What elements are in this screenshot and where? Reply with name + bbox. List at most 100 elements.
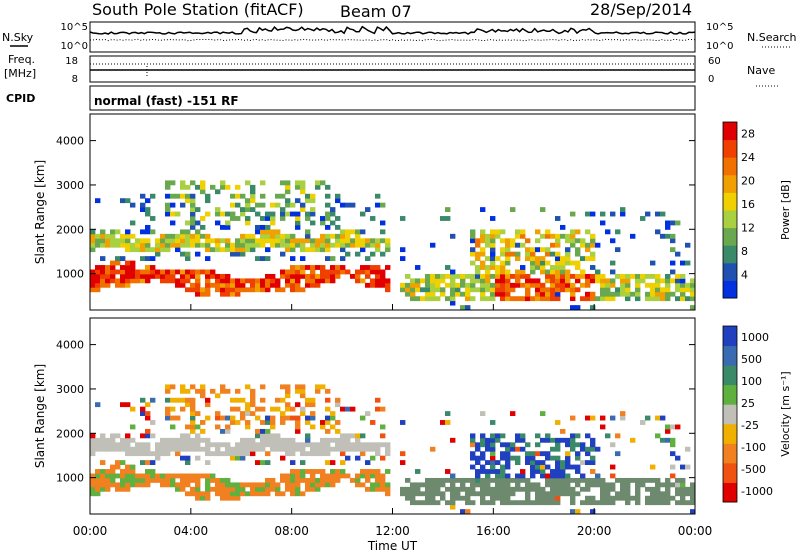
heatmap-cell [415,491,421,497]
heatmap-cell [490,238,496,244]
heatmap-cell [285,446,291,452]
heatmap-cell [535,460,541,465]
heatmap-cell [535,291,541,297]
heatmap-cell [495,491,501,497]
heatmap-cell [480,251,486,257]
heatmap-cell [645,495,651,501]
heatmap-cell [100,282,106,288]
heatmap-cell [210,477,216,483]
heatmap-cell [500,251,506,257]
heatmap-cell [205,256,211,261]
heatmap-cell [215,282,221,288]
heatmap-cell [285,442,291,448]
heatmap-cell [635,282,641,288]
heatmap-cell [510,477,516,483]
heatmap-cell [240,287,246,293]
heatmap-cell [670,238,676,244]
heatmap-cell [130,265,136,270]
heatmap-cell [205,278,211,284]
heatmap-cell [355,473,361,479]
heatmap-cell [120,486,126,492]
heatmap-cell [310,198,316,204]
heatmap-cell [215,220,221,226]
heatmap-cell [550,495,556,501]
heatmap-cell [490,256,496,261]
heatmap-cell [115,460,121,465]
heatmap-cell [635,495,641,501]
heatmap-cell [260,256,266,261]
heatmap-cell [385,491,391,497]
heatmap-cell [530,247,536,253]
heatmap-cell [155,455,161,461]
heatmap-cell [310,411,316,416]
heatmap-cell [280,180,286,186]
heatmap-cell [225,415,231,421]
heatmap-cell [235,455,241,461]
heatmap-cell [515,473,521,479]
heatmap-cell [545,233,551,239]
heatmap-cell [90,486,96,492]
heatmap-cell [320,180,326,186]
heatmap-cell [690,486,696,492]
heatmap-cell [490,495,496,501]
heatmap-cell [215,189,221,195]
heatmap-cell [190,282,196,288]
heatmap-cell [260,446,266,452]
heatmap-cell [320,242,326,248]
heatmap-cell [295,198,301,204]
heatmap-cell [240,455,246,461]
heatmap-cell [490,291,496,297]
heatmap-cell [495,291,501,297]
heatmap-cell [570,238,576,244]
heatmap-cell [285,278,291,284]
heatmap-cell [135,247,141,253]
heatmap-cell [225,388,231,394]
heatmap-cell [100,442,106,448]
heatmap-cell [620,211,626,217]
heatmap-cell [675,278,681,284]
heatmap-cell [575,509,581,514]
heatmap-cell [240,251,246,257]
heatmap-cell [140,256,146,261]
heatmap-cell [545,495,551,501]
heatmap-cell [525,495,531,501]
colorbar-tick-label: -25 [741,419,759,432]
heatmap-cell [100,229,106,235]
heatmap-cell [555,491,561,497]
colorbar-tick-label: 1000 [741,331,769,344]
heatmap-cell [570,273,576,279]
heatmap-cell [360,451,366,457]
heatmap-cell [375,247,381,253]
heatmap-cell [360,242,366,248]
heatmap-cell [325,278,331,284]
heatmap-cell [450,296,456,302]
heatmap-cell [510,442,516,448]
heatmap-cell [605,500,611,506]
heatmap-cell [280,437,286,443]
heatmap-cell [185,251,191,257]
noise-tick-right-bottom: 10^0 [706,41,733,52]
heatmap-cell [190,446,196,452]
heatmap-cell [230,247,236,253]
heatmap-cell [160,482,166,488]
cpid-panel: CPID normal (fast) -151 RF [6,85,696,111]
heatmap-cell [310,207,316,212]
heatmap-cell [365,282,371,288]
heatmap-cell [620,273,626,279]
heatmap-cell [310,247,316,253]
heatmap-cell [470,233,476,239]
heatmap-cell [445,265,451,270]
heatmap-cell [290,233,296,239]
heatmap-cell [190,269,196,275]
program-label: normal (fast) -151 RF [94,94,239,108]
heatmap-cell [155,238,161,244]
heatmap-cell [480,477,486,483]
heatmap-cell [340,229,346,235]
heatmap-cell [570,437,576,443]
heatmap-cell [485,269,491,275]
heatmap-cell [175,442,181,448]
heatmap-cell [600,486,606,492]
heatmap-cell [170,384,176,390]
heatmap-cell [385,247,391,253]
heatmap-cell [360,247,366,253]
